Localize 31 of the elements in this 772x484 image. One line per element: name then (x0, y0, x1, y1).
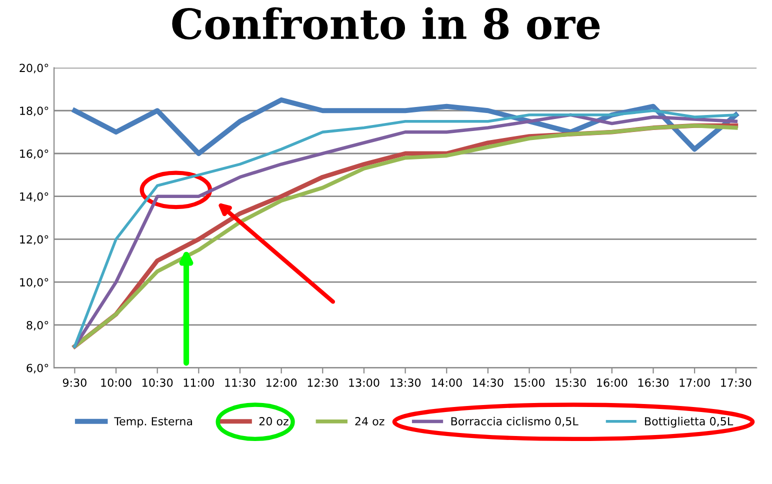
x-tick-label: 15:30 (556, 378, 586, 387)
x-tick-label: 15:00 (514, 378, 545, 387)
legend-label: 20 oz (259, 417, 288, 426)
y-tick-label: 6,0° (26, 364, 48, 374)
y-tick-label: 14,0° (20, 192, 48, 202)
x-tick-label: 11:30 (225, 378, 256, 387)
x-tick-label: 10:00 (101, 378, 132, 387)
y-tick-label: 18,0° (20, 106, 48, 116)
y-tick-label: 10,0° (20, 278, 48, 288)
x-tick-label: 14:30 (473, 378, 504, 387)
x-tick-label: 17:30 (721, 378, 752, 387)
legend-label: 24 oz (355, 417, 384, 426)
y-tick-label: 16,0° (20, 149, 48, 160)
chart-title: Confronto in 8 ore (172, 7, 600, 40)
x-tick-label: 12:30 (308, 378, 338, 387)
x-tick-label: 14:00 (432, 378, 462, 387)
y-tick-label: 20,0° (20, 64, 48, 74)
x-tick-label: 11:00 (184, 378, 214, 387)
legend-label: Temp. Esterna (114, 417, 192, 428)
x-tick-label: 12:00 (266, 378, 297, 387)
x-tick-label: 16:30 (638, 378, 669, 387)
x-tick-label: 16:00 (597, 378, 628, 387)
x-tick-label: 9:30 (62, 378, 86, 387)
x-tick-label: 10:30 (142, 378, 173, 387)
x-tick-label: 13:00 (349, 378, 380, 387)
legend-label: Bottiglietta 0,5L (645, 416, 734, 428)
x-tick-label: 17:00 (680, 378, 710, 387)
x-tick-label: 13:30 (390, 378, 421, 387)
y-tick-label: 8,0° (26, 320, 48, 330)
y-tick-label: 12,0° (20, 235, 48, 245)
legend-label: Borraccia ciclismo 0,5L (451, 416, 578, 427)
